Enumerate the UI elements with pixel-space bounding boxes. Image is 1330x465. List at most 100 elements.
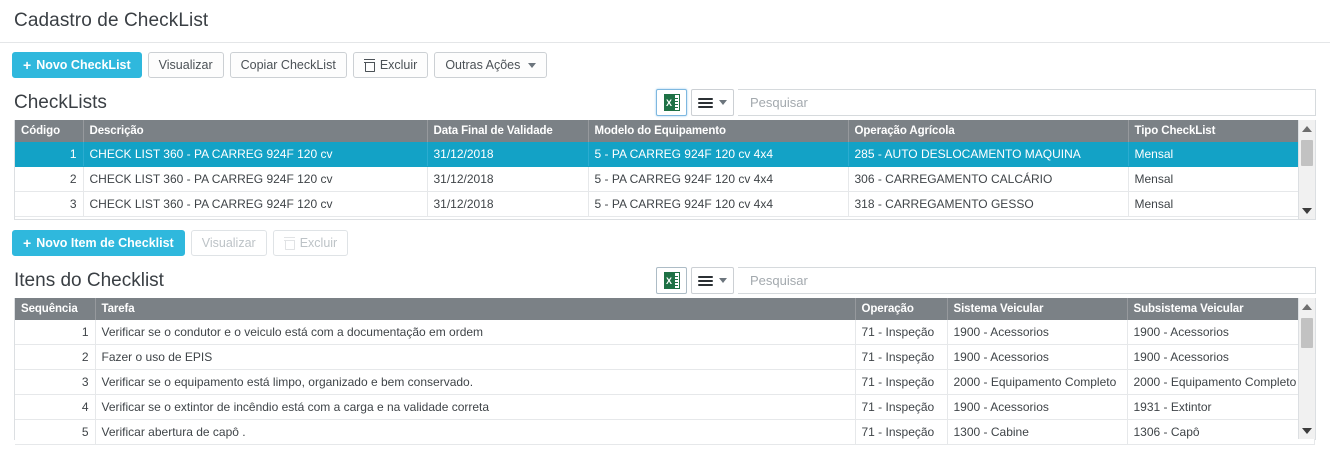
cell-sequencia: 5 (15, 419, 96, 445)
button-label: Novo CheckList (36, 57, 131, 72)
cell-tipo: Mensal (1128, 191, 1315, 217)
column-header[interactable]: Tipo CheckList (1128, 120, 1315, 142)
column-header[interactable]: Operação Agrícola (848, 120, 1129, 142)
visualizar-button[interactable]: Visualizar (147, 52, 224, 78)
scroll-down-arrow-items[interactable] (1299, 422, 1315, 439)
table-row[interactable]: 2 Fazer o uso de EPIS 71 - Inspeção 1900 - … (15, 344, 1315, 370)
column-header[interactable]: Código (15, 120, 84, 142)
button-label: Novo Item de Checklist (36, 235, 174, 250)
search-input-items[interactable] (748, 272, 1305, 289)
button-label: Copiar CheckList (240, 57, 336, 72)
cell-data_final: 31/12/2018 (427, 166, 589, 192)
column-header[interactable]: Operação (855, 298, 948, 320)
grid-menu-button-items[interactable] (691, 267, 734, 294)
table-row[interactable]: 3 Verificar se o equipamento está limpo, … (15, 369, 1315, 395)
table-header-row: Código Descrição Data Final de Validade Mod… (15, 120, 1315, 142)
cell-subsistema: 2000 - Equipamento Completo (1127, 369, 1315, 395)
items-grid: Sequência Tarefa Operação Sistema Veicular S… (14, 298, 1316, 445)
cell-operacao: 71 - Inspeção (855, 344, 948, 370)
main-toolbar: + Novo CheckList Visualizar Copiar CheckLis… (0, 43, 1330, 87)
excel-export-icon: X (663, 94, 680, 111)
scroll-thumb-items[interactable] (1301, 318, 1313, 348)
hamburger-menu-icon (698, 275, 713, 286)
excel-export-button-checklists[interactable]: X (656, 89, 687, 116)
excel-export-button-items[interactable]: X (656, 267, 687, 294)
caret-down-icon (528, 62, 537, 68)
trash-icon (363, 59, 376, 72)
excluir-button[interactable]: Excluir (352, 52, 429, 78)
plus-icon: + (23, 235, 32, 251)
novo-item-de-checklist-button[interactable]: + Novo Item de Checklist (12, 230, 185, 256)
scroll-thumb-checklists[interactable] (1301, 140, 1313, 166)
plus-icon: + (23, 57, 32, 73)
cell-tipo: Mensal (1128, 142, 1315, 167)
checklists-scrollbar[interactable] (1298, 120, 1315, 219)
chevron-down-icon (719, 278, 727, 283)
cell-codigo: 3 (15, 191, 84, 217)
cell-descricao: CHECK LIST 360 - PA CARREG 924F 120 cv (83, 191, 428, 217)
column-header[interactable]: Descrição (83, 120, 428, 142)
checklists-table: Código Descrição Data Final de Validade Mod… (15, 120, 1315, 217)
cell-data_final: 31/12/2018 (427, 142, 589, 167)
trash-icon (283, 237, 296, 250)
items-scrollbar[interactable] (1298, 298, 1315, 439)
button-label: Excluir (379, 57, 418, 72)
copiar-checklist-button[interactable]: Copiar CheckList (229, 52, 347, 78)
scroll-up-arrow-checklists[interactable] (1299, 120, 1315, 137)
scroll-up-arrow-items[interactable] (1299, 298, 1315, 315)
items-section-header: Itens do Checklist X (0, 265, 1330, 298)
checklists-grid-tools: X (656, 89, 1316, 116)
title-divider (0, 42, 1330, 43)
table-row[interactable]: 2 CHECK LIST 360 - PA CARREG 924F 120 cv 3… (15, 166, 1315, 192)
cell-subsistema: 1900 - Acessorios (1127, 320, 1315, 345)
outras-a-es-button[interactable]: Outras Ações (434, 52, 548, 78)
grid-menu-button-checklists[interactable] (691, 89, 734, 116)
checklists-grid: Código Descrição Data Final de Validade Mod… (14, 120, 1316, 220)
cell-operacao: 285 - AUTO DESLOCAMENTO MAQUINA (848, 142, 1129, 167)
checklists-title: CheckLists (14, 91, 107, 113)
column-header[interactable]: Modelo do Equipamento (588, 120, 849, 142)
cell-operacao: 318 - CARREGAMENTO GESSO (848, 191, 1129, 217)
checklists-section-header: CheckLists X (0, 87, 1330, 120)
cell-modelo: 5 - PA CARREG 924F 120 cv 4x4 (588, 142, 849, 167)
excluir-button: Excluir (272, 230, 349, 256)
column-header[interactable]: Sequência (15, 298, 96, 320)
column-header[interactable]: Tarefa (95, 298, 856, 320)
cell-sequencia: 1 (15, 320, 96, 345)
column-header[interactable]: Sistema Veicular (947, 298, 1128, 320)
cell-sequencia: 2 (15, 344, 96, 370)
cell-descricao: CHECK LIST 360 - PA CARREG 924F 120 cv (83, 142, 428, 167)
table-row[interactable]: 5 Verificar abertura de capô . 71 - Inspeç… (15, 419, 1315, 445)
cell-tarefa: Fazer o uso de EPIS (95, 344, 856, 370)
table-row[interactable]: 1 CHECK LIST 360 - PA CARREG 924F 120 cv 3… (15, 142, 1315, 167)
cell-tarefa: Verificar abertura de capô . (95, 419, 856, 445)
table-row[interactable]: 4 Verificar se o extintor de incêndio est… (15, 394, 1315, 420)
button-label: Excluir (299, 235, 338, 250)
cell-sistema: 1900 - Acessorios (947, 394, 1128, 420)
triangle-down-icon (1302, 427, 1312, 434)
page-title: Cadastro de CheckList (14, 10, 209, 31)
chevron-down-icon (719, 100, 727, 105)
table-row[interactable]: 3 CHECK LIST 360 - PA CARREG 924F 120 cv 3… (15, 191, 1315, 217)
table-header-row: Sequência Tarefa Operação Sistema Veicular S… (15, 298, 1315, 320)
search-input-checklists[interactable] (748, 94, 1305, 111)
cell-subsistema: 1931 - Extintor (1127, 394, 1315, 420)
novo-checklist-button[interactable]: + Novo CheckList (12, 52, 142, 78)
cell-operacao: 306 - CARREGAMENTO CALCÁRIO (848, 166, 1129, 192)
cell-descricao: CHECK LIST 360 - PA CARREG 924F 120 cv (83, 166, 428, 192)
table-row[interactable]: 1 Verificar se o condutor e o veiculo est… (15, 320, 1315, 345)
excel-export-icon: X (663, 272, 680, 289)
column-header[interactable]: Data Final de Validade (427, 120, 589, 142)
cell-operacao: 71 - Inspeção (855, 394, 948, 420)
triangle-down-icon (1302, 207, 1312, 214)
triangle-up-icon (1302, 303, 1312, 310)
search-box-checklists[interactable] (738, 89, 1316, 116)
cell-codigo: 1 (15, 142, 84, 167)
cell-tarefa: Verificar se o condutor e o veiculo está… (95, 320, 856, 345)
scroll-down-arrow-checklists[interactable] (1299, 202, 1315, 219)
cell-sistema: 2000 - Equipamento Completo (947, 369, 1128, 395)
column-header[interactable]: Subsistema Veicular (1127, 298, 1315, 320)
page-header: Cadastro de CheckList (0, 0, 1330, 43)
search-box-items[interactable] (738, 267, 1316, 294)
